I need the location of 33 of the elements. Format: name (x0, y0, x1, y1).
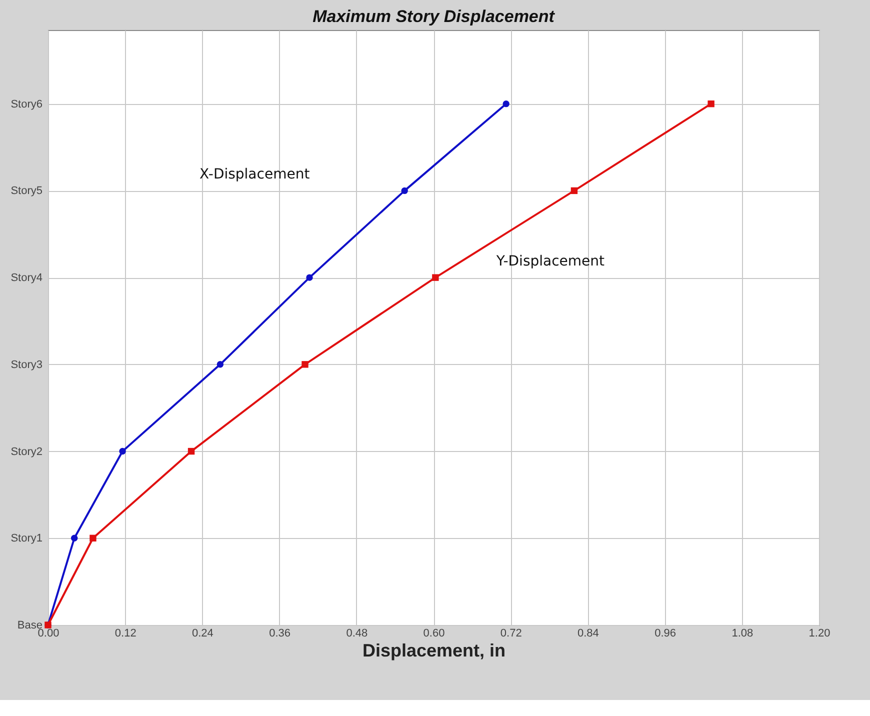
point (90, 534, 96, 542)
x-axis-title: Displacement, in (362, 640, 506, 660)
x-tick-label: 0.60 (423, 628, 445, 640)
point (502, 100, 510, 108)
x-tick-label: 1.08 (732, 628, 754, 640)
point (432, 274, 439, 281)
text: X-Displacement (199, 166, 310, 183)
y-tick-label: Story6 (10, 98, 42, 110)
point (306, 274, 313, 281)
point (119, 448, 126, 455)
x-tick-label: 0.00 (38, 628, 60, 640)
y-tick-label: Story3 (10, 358, 42, 371)
y-tick-label: Story4 (10, 272, 42, 284)
x-tick-label: 0.24 (192, 628, 214, 640)
chart-title: Maximum Story Displacement (312, 7, 556, 26)
point (302, 361, 308, 368)
series-label: Y-Displacement (495, 254, 606, 270)
point (216, 361, 224, 368)
y-tick-label: Story5 (10, 185, 42, 198)
y-tick-label: Story2 (10, 446, 42, 458)
point (70, 534, 78, 542)
point (570, 187, 578, 194)
x-tick-label: 1.20 (808, 628, 830, 640)
y-tick-label: Story1 (10, 532, 42, 545)
point (401, 187, 408, 194)
x-tick-label: 0.96 (654, 628, 676, 640)
x-tick-label: 0.72 (500, 628, 522, 640)
point (188, 448, 195, 455)
x-tick-label: 0.36 (269, 628, 291, 640)
x-tick-label: 0.84 (577, 628, 599, 640)
x-tick-label: 0.48 (346, 628, 368, 640)
point (708, 100, 714, 108)
x-tick-label: 0.12 (114, 628, 136, 640)
